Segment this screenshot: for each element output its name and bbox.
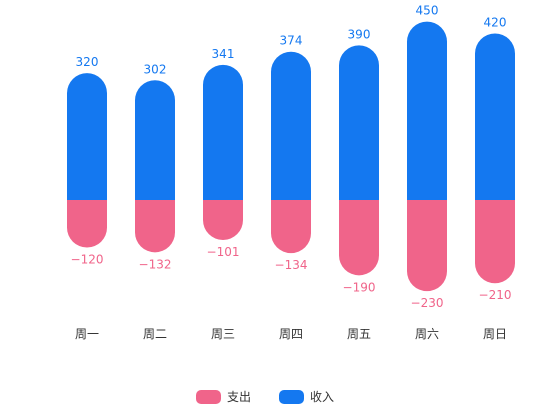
expense-bar[interactable]: [475, 200, 515, 284]
income-value-label: 374: [280, 34, 303, 48]
x-tick-label: 周日: [483, 327, 507, 341]
income-value-label: 302: [144, 62, 167, 76]
expense-bar[interactable]: [339, 200, 379, 276]
income-value-label: 390: [348, 27, 371, 41]
expense-bar[interactable]: [135, 200, 175, 253]
bars-group: [67, 21, 515, 292]
expense-bar[interactable]: [407, 200, 447, 292]
expense-bar[interactable]: [203, 200, 243, 241]
x-tick-label: 周一: [75, 327, 99, 341]
expense-value-label: −190: [343, 280, 376, 294]
x-tick-label: 周六: [415, 327, 439, 341]
x-tick-label: 周三: [211, 327, 235, 341]
legend-swatch-income: [279, 389, 305, 404]
legend-label-income: 收入: [310, 390, 335, 404]
legend-item-expense[interactable]: 支出: [196, 388, 251, 405]
income-value-label: 450: [416, 4, 439, 18]
x-tick-label: 周五: [347, 327, 371, 341]
expense-value-label: −120: [71, 253, 104, 267]
expense-bar[interactable]: [67, 200, 107, 248]
legend-item-income[interactable]: 收入: [279, 388, 334, 405]
income-bar[interactable]: [407, 21, 447, 201]
expense-value-label: −132: [139, 257, 172, 271]
expense-bar[interactable]: [271, 200, 311, 254]
legend-swatch-expense: [196, 389, 221, 404]
income-bar[interactable]: [203, 64, 243, 200]
data-labels-group: 320 −120 302 −132 341 −101 374 −134 390 −190 450 −2…: [71, 4, 512, 311]
x-tick-label: 周四: [279, 327, 303, 341]
income-bar[interactable]: [67, 73, 107, 200]
income-bar[interactable]: [271, 51, 311, 201]
expense-value-label: −101: [207, 245, 240, 259]
x-axis-ticks-group: 周一 周二 周三 周四 周五 周六 周日: [75, 327, 507, 341]
income-value-label: 320: [76, 55, 99, 69]
income-bar[interactable]: [475, 33, 515, 201]
legend: 支出 收入: [196, 388, 334, 405]
income-value-label: 341: [212, 47, 235, 61]
expense-value-label: −210: [479, 288, 512, 302]
expense-value-label: −230: [411, 296, 444, 310]
income-bar[interactable]: [339, 45, 379, 201]
income-value-label: 420: [484, 16, 507, 30]
x-tick-label: 周二: [143, 327, 167, 341]
income-bar[interactable]: [135, 80, 175, 200]
legend-label-expense: 支出: [227, 390, 252, 404]
expense-value-label: −134: [275, 258, 308, 272]
